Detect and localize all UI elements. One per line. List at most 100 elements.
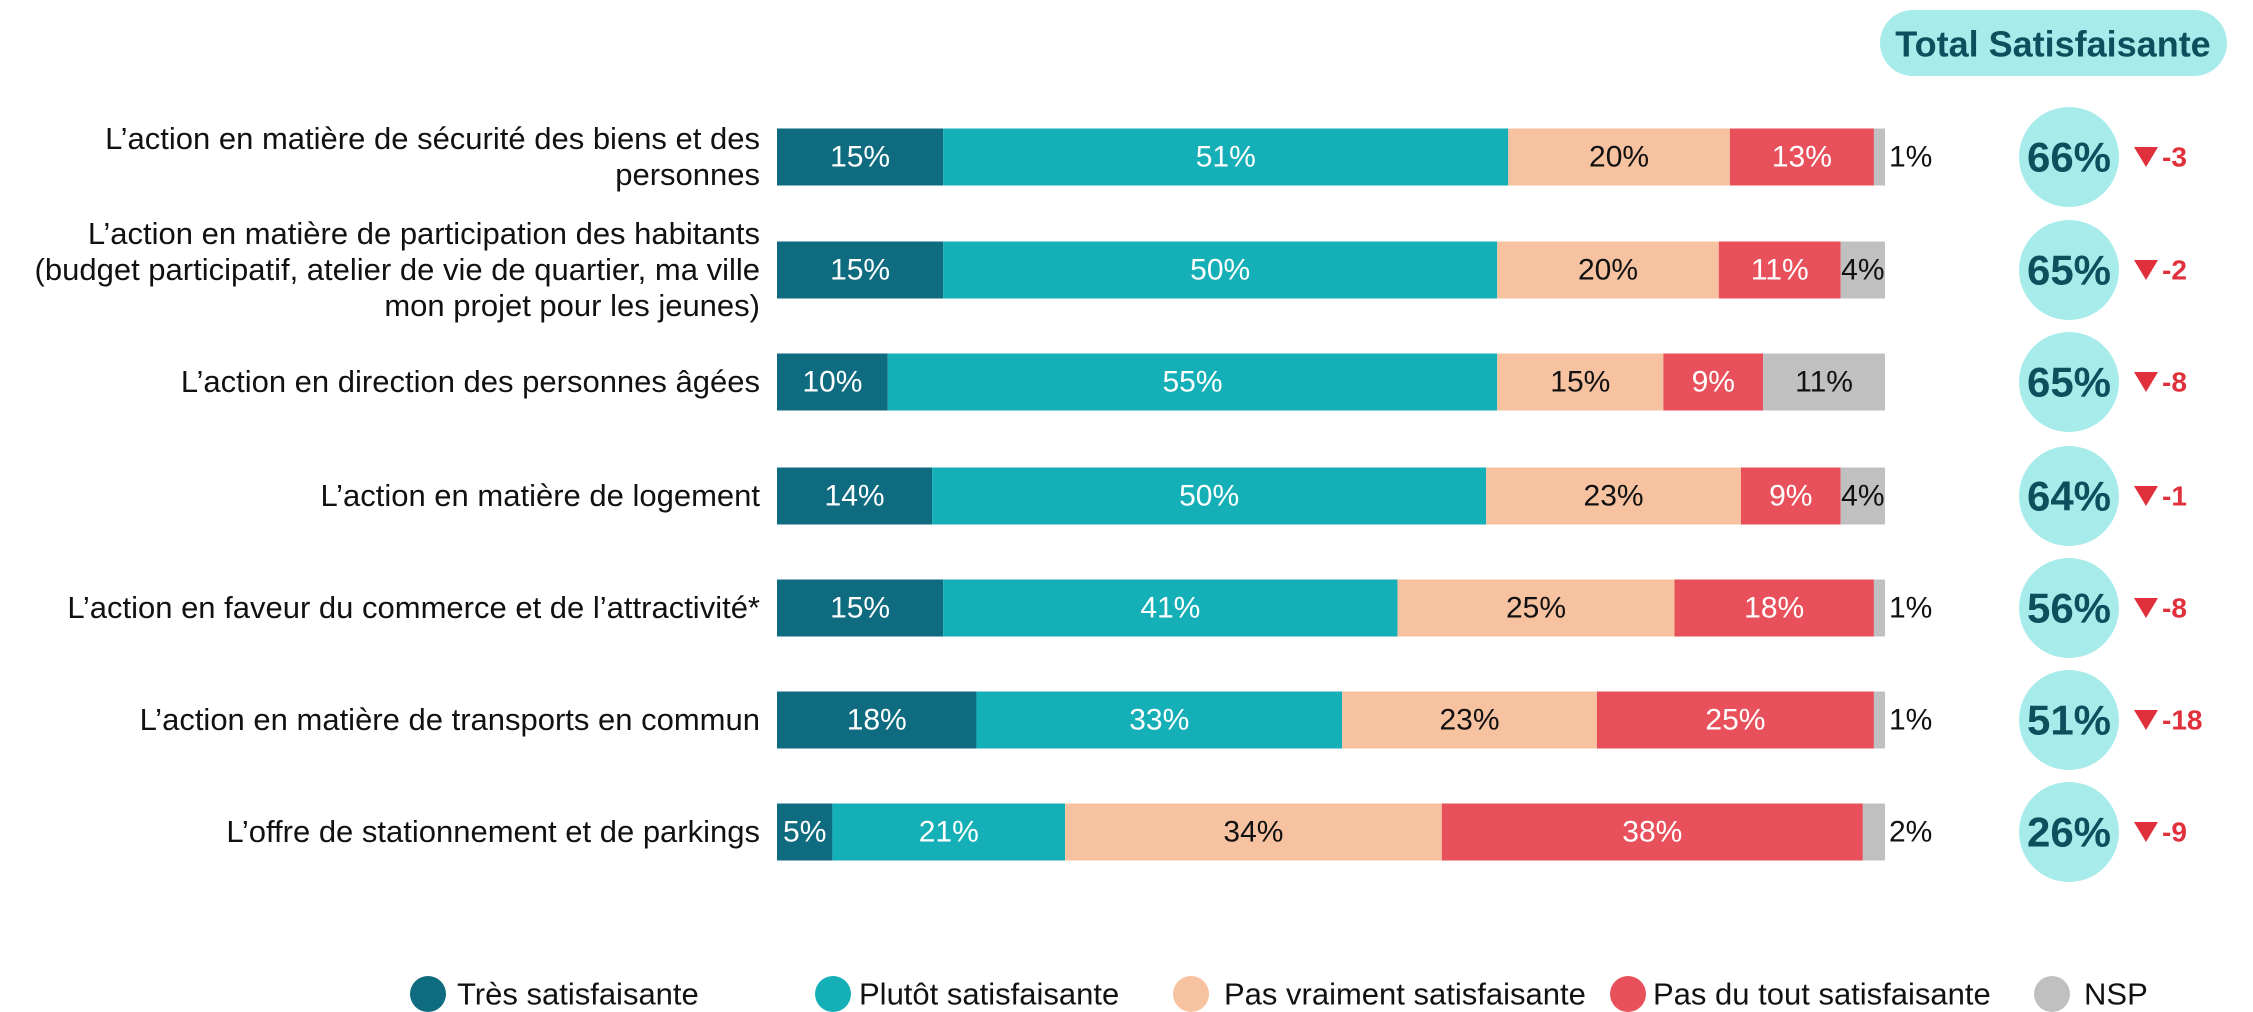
bar-segment	[1065, 803, 1442, 861]
legend-label: Plutôt satisfaisante	[859, 977, 1119, 1012]
value-label: 9%	[1769, 480, 1812, 513]
bar-segment	[777, 803, 833, 861]
value-label: 55%	[1162, 366, 1222, 399]
value-label: 23%	[1584, 480, 1644, 513]
value-label: 4%	[1841, 480, 1884, 513]
bar-segment	[1674, 579, 1874, 637]
bar-segment	[777, 353, 888, 411]
bar-segment	[1596, 691, 1874, 749]
bar-segment	[1342, 691, 1597, 749]
bar-segment	[1486, 467, 1741, 525]
value-label: 23%	[1439, 704, 1499, 737]
total-circle	[2019, 446, 2119, 546]
bar-segment	[943, 128, 1509, 186]
legend-swatch	[815, 976, 851, 1012]
bar-segment	[832, 803, 1066, 861]
bar-segment	[932, 467, 1487, 525]
delta-label: -1	[2162, 481, 2187, 512]
value-label: 41%	[1140, 592, 1200, 625]
delta-arrow	[2134, 822, 2158, 842]
total-label: 51%	[2027, 697, 2111, 744]
delta-arrow	[2134, 147, 2158, 167]
total-label: 64%	[2027, 473, 2111, 520]
bar-segment	[1718, 241, 1841, 299]
category-label: L’action en matière de logement	[320, 478, 760, 514]
category-label: L’offre de stationnement et de parkings	[226, 814, 760, 850]
value-label: 38%	[1622, 816, 1682, 849]
value-label: 1%	[1889, 704, 1932, 737]
legend-swatch	[1173, 976, 1209, 1012]
value-label: 5%	[783, 816, 826, 849]
bar-segment	[1729, 128, 1874, 186]
delta-arrow	[2134, 710, 2158, 730]
delta-arrow	[2134, 486, 2158, 506]
value-label: 20%	[1589, 141, 1649, 174]
bar-segment	[976, 691, 1343, 749]
value-label: 20%	[1578, 254, 1638, 287]
category-label: L’action en matière de sécurité des bien…	[105, 121, 760, 192]
bar-segment	[1663, 353, 1764, 411]
value-label: 33%	[1129, 704, 1189, 737]
total-circle	[2019, 107, 2119, 207]
totals-header-pill	[1880, 10, 2227, 76]
bar-segment	[887, 353, 1498, 411]
total-circle	[2019, 558, 2119, 658]
bar-segment	[1873, 691, 1885, 749]
value-label: 18%	[847, 704, 907, 737]
value-label: 51%	[1196, 141, 1256, 174]
legend-label: NSP	[2084, 977, 2148, 1012]
value-label: 14%	[825, 480, 885, 513]
legend-swatch	[410, 976, 446, 1012]
value-label: 18%	[1744, 592, 1804, 625]
delta-arrow	[2134, 598, 2158, 618]
value-label: 1%	[1889, 141, 1932, 174]
delta-label: -8	[2162, 593, 2187, 624]
delta-arrow	[2134, 260, 2158, 280]
value-label: 4%	[1841, 254, 1884, 287]
legend-label: Pas vraiment satisfaisante	[1224, 977, 1586, 1012]
total-label: 65%	[2027, 247, 2111, 294]
bar-segment	[1862, 803, 1885, 861]
bar-segment	[1740, 467, 1841, 525]
bar-segment	[1873, 579, 1885, 637]
bar-segment	[777, 241, 944, 299]
legend-label: Très satisfaisante	[457, 977, 699, 1012]
value-label: 2%	[1889, 816, 1932, 849]
total-circle	[2019, 220, 2119, 320]
category-label: L’action en faveur du commerce et de l’a…	[67, 590, 760, 626]
value-label: 13%	[1772, 141, 1832, 174]
total-circle	[2019, 670, 2119, 770]
bar-segment	[1508, 128, 1730, 186]
total-label: 26%	[2027, 809, 2111, 856]
totals-header: Total Satisfaisante	[1895, 24, 2210, 65]
value-label: 50%	[1179, 480, 1239, 513]
value-label: 25%	[1506, 592, 1566, 625]
value-label: 11%	[1751, 254, 1809, 287]
total-label: 65%	[2027, 359, 2111, 406]
value-label: 50%	[1190, 254, 1250, 287]
total-circle	[2019, 782, 2119, 882]
value-label: 9%	[1692, 366, 1735, 399]
value-label: 25%	[1705, 704, 1765, 737]
value-label: 15%	[830, 141, 890, 174]
total-label: 66%	[2027, 134, 2111, 181]
category-label: L’action en matière de participation des…	[34, 216, 760, 323]
value-label: 34%	[1223, 816, 1283, 849]
category-label: L’action en direction des personnes âgée…	[180, 364, 760, 400]
delta-label: -2	[2162, 255, 2187, 286]
delta-label: -8	[2162, 367, 2187, 398]
bar-segment	[1441, 803, 1863, 861]
value-label: 11%	[1795, 366, 1853, 399]
total-label: 56%	[2027, 585, 2111, 632]
bar-segment	[777, 691, 977, 749]
value-label: 15%	[830, 254, 890, 287]
value-label: 15%	[830, 592, 890, 625]
value-label: 10%	[802, 366, 862, 399]
bar-segment	[1873, 128, 1885, 186]
delta-label: -3	[2162, 142, 2187, 173]
bar-segment	[1840, 241, 1885, 299]
legend-swatch	[1610, 976, 1646, 1012]
bar-segment	[777, 128, 944, 186]
delta-label: -18	[2162, 705, 2202, 736]
